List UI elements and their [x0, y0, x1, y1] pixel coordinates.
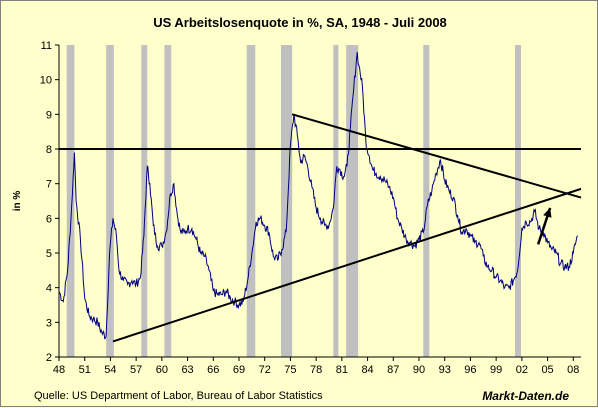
- x-tick-label: 81: [336, 364, 348, 376]
- y-tick-label: 9: [46, 109, 52, 121]
- recession-band: [66, 45, 75, 357]
- recession-band: [423, 45, 430, 357]
- x-tick-label: 66: [207, 364, 219, 376]
- x-tick-label: 05: [541, 364, 553, 376]
- arrow-up-right-icon: [543, 207, 552, 218]
- x-tick-label: 54: [104, 364, 116, 376]
- x-tick-label: 02: [516, 364, 528, 376]
- chart-title: US Arbeitslosenquote in %, SA, 1948 - Ju…: [153, 15, 447, 30]
- x-tick-label: 60: [156, 364, 168, 376]
- x-tick-label: 51: [79, 364, 91, 376]
- recession-band: [164, 45, 172, 357]
- y-tick-label: 4: [46, 283, 52, 295]
- x-tick-label: 69: [233, 364, 245, 376]
- plot-background: [59, 45, 581, 357]
- trend-line-2: [112, 187, 582, 343]
- x-tick-label: 78: [310, 364, 322, 376]
- x-tick-label: 63: [181, 364, 193, 376]
- brand-label: Markt-Daten.de: [482, 389, 569, 403]
- x-tick-label: 72: [259, 364, 271, 376]
- y-tick-label: 3: [46, 317, 52, 329]
- x-tick-label: 99: [490, 364, 502, 376]
- y-tick-label: 11: [41, 40, 52, 52]
- y-tick-label: 6: [46, 213, 52, 225]
- recession-band: [246, 45, 256, 357]
- x-tick-label: 90: [413, 364, 425, 376]
- x-tick-label: 57: [130, 364, 142, 376]
- y-tick-label: 2: [46, 352, 52, 364]
- recession-band: [141, 45, 148, 357]
- x-tick-label: 96: [464, 364, 476, 376]
- x-tick-label: 93: [439, 364, 451, 376]
- recession-band: [515, 45, 521, 357]
- unemployment-series-line: [58, 51, 579, 340]
- y-axis-label: in %: [12, 191, 23, 212]
- source-note: Quelle: US Department of Labor, Bureau o…: [34, 390, 323, 402]
- x-tick-label: 48: [53, 364, 65, 376]
- y-tick-label: 7: [46, 179, 52, 191]
- recession-band: [281, 45, 293, 357]
- recession-band: [106, 45, 114, 357]
- trend-line-3: [291, 113, 582, 199]
- recession-band: [346, 45, 359, 357]
- x-tick-label: 75: [284, 364, 296, 376]
- x-tick-label: 84: [361, 364, 373, 376]
- x-tick-label: 87: [387, 364, 399, 376]
- y-tick-label: 8: [46, 144, 52, 156]
- y-tick-label: 10: [40, 75, 52, 87]
- y-tick-label: 5: [46, 248, 52, 260]
- recession-band: [333, 45, 339, 357]
- x-tick-label: 08: [567, 364, 579, 376]
